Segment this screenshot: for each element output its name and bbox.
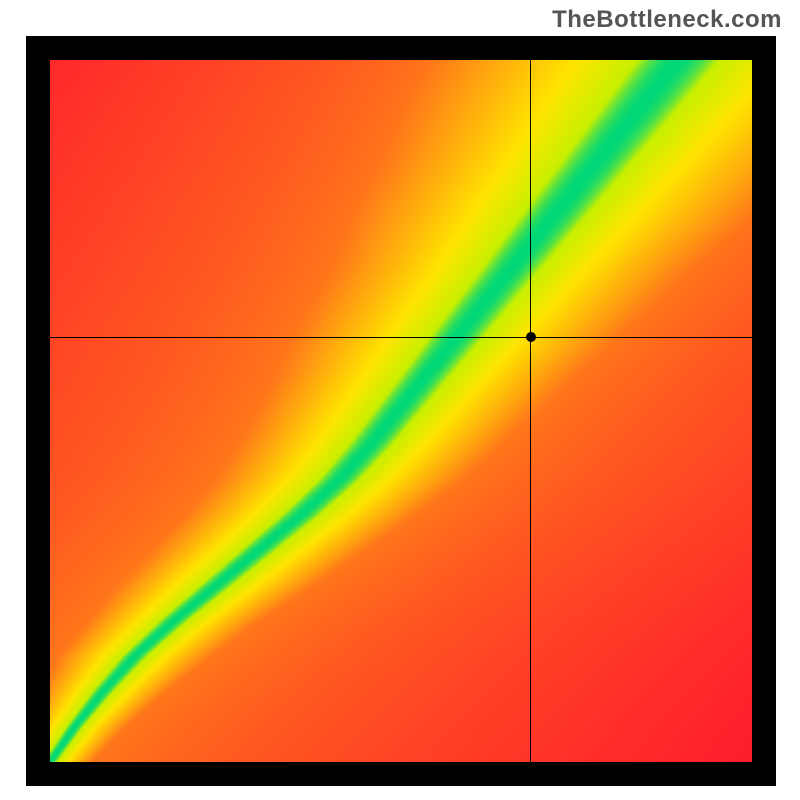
figure-container: TheBottleneck.com xyxy=(0,0,800,800)
crosshair-horizontal-line xyxy=(50,337,752,338)
heatmap-plot-area xyxy=(50,60,752,762)
heatmap-canvas xyxy=(50,60,752,762)
watermark-text: TheBottleneck.com xyxy=(552,6,782,34)
crosshair-vertical-line xyxy=(530,60,531,762)
